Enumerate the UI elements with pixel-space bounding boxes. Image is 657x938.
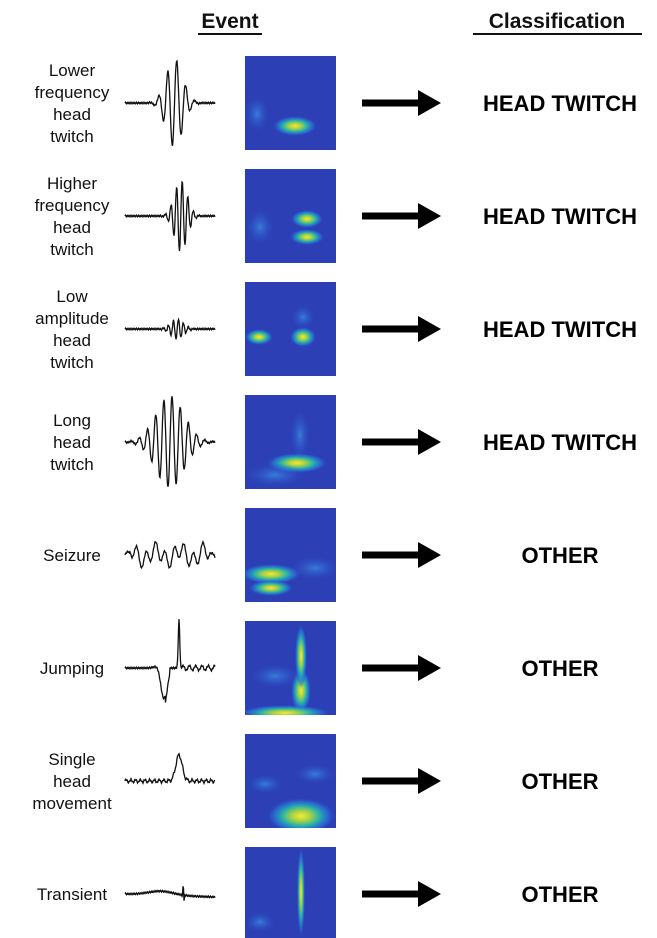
row: Seizure OTHER: [43, 508, 599, 602]
spectrogram-features: [245, 556, 336, 596]
event-label: Higher: [47, 174, 97, 193]
event-label: twitch: [50, 127, 93, 146]
arrow-head: [418, 429, 441, 455]
event-label: frequency: [35, 196, 110, 215]
spectral-blob: [245, 705, 330, 715]
event-label: Transient: [37, 885, 108, 904]
spectral-blob: [245, 912, 275, 932]
spectrogram-features: [245, 96, 317, 136]
spectral-blob: [297, 847, 305, 937]
spectrogram: [245, 282, 336, 376]
classification: HEAD TWITCH: [483, 91, 637, 116]
arrow-head: [418, 316, 441, 342]
event-label: Low: [56, 287, 88, 306]
spectral-blob: [290, 327, 316, 347]
header-classification: Classification: [489, 10, 626, 33]
row: Single head movement OTHER: [32, 734, 599, 828]
spectrogram-features: [246, 209, 324, 245]
waveform: [124, 619, 216, 703]
event-label: head: [53, 772, 91, 791]
arrow-head: [418, 542, 441, 568]
row: Transient OTHER: [37, 847, 599, 938]
row: Long head twitch HEAD TWITCH: [50, 395, 637, 489]
waveform: [124, 317, 216, 340]
classification: OTHER: [522, 769, 599, 794]
waveform: [124, 886, 216, 901]
waveform: [124, 539, 216, 570]
row: Jumping OTHER: [40, 619, 599, 715]
spectral-blob: [290, 556, 336, 580]
spectrogram-features: [245, 847, 305, 937]
arrow-head: [418, 655, 441, 681]
spectrogram-features: [247, 764, 335, 828]
spectrogram-features: [245, 305, 316, 347]
waveform: [124, 396, 216, 487]
classification: HEAD TWITCH: [483, 430, 637, 455]
event-label: twitch: [50, 240, 93, 259]
spectrogram-features: [245, 410, 327, 487]
classification: OTHER: [522, 656, 599, 681]
spectrogram-features: [245, 624, 330, 715]
arrow-head: [418, 90, 441, 116]
row: Higher frequency head twitch HEAD TWITCH: [35, 169, 637, 263]
spectral-blob: [245, 463, 305, 487]
spectral-blob: [245, 329, 273, 345]
spectral-blob: [247, 774, 283, 794]
event-label: Jumping: [40, 659, 104, 678]
waveform: [124, 752, 216, 786]
event-label: twitch: [50, 353, 93, 372]
row: Low amplitude head twitch HEAD TWITCH: [35, 282, 637, 376]
classification: OTHER: [522, 882, 599, 907]
event-label: Long: [53, 411, 91, 430]
event-label: twitch: [50, 455, 93, 474]
row: Lower frequency head twitch HEAD TWITCH: [35, 56, 637, 150]
spectral-blob: [249, 580, 293, 596]
arrow-head: [418, 881, 441, 907]
event-label: head: [53, 433, 91, 452]
arrow-head: [418, 203, 441, 229]
waveform: [124, 59, 216, 146]
classification: HEAD TWITCH: [483, 317, 637, 342]
spectral-blob: [291, 305, 315, 329]
spectral-blob: [250, 664, 300, 688]
event-label: movement: [32, 794, 112, 813]
classification: OTHER: [522, 543, 599, 568]
event-label: Seizure: [43, 546, 101, 565]
spectral-blob: [290, 410, 310, 460]
event-label: head: [53, 105, 91, 124]
event-label: frequency: [35, 83, 110, 102]
classification: HEAD TWITCH: [483, 204, 637, 229]
spectral-blob: [291, 210, 323, 228]
event-label: amplitude: [35, 309, 109, 328]
spectral-blob: [267, 798, 335, 828]
arrow-head: [418, 768, 441, 794]
event-label: head: [53, 218, 91, 237]
event-label: Lower: [49, 61, 96, 80]
spectral-blob: [290, 229, 324, 245]
spectral-blob: [246, 209, 274, 245]
spectral-blob: [245, 564, 301, 584]
waveform: [124, 180, 216, 252]
spectral-blob: [273, 116, 317, 136]
header-event: Event: [201, 10, 258, 33]
spectral-blob: [295, 764, 335, 784]
spectral-blob: [245, 96, 269, 132]
event-label: head: [53, 331, 91, 350]
event-label: Single: [48, 750, 95, 769]
